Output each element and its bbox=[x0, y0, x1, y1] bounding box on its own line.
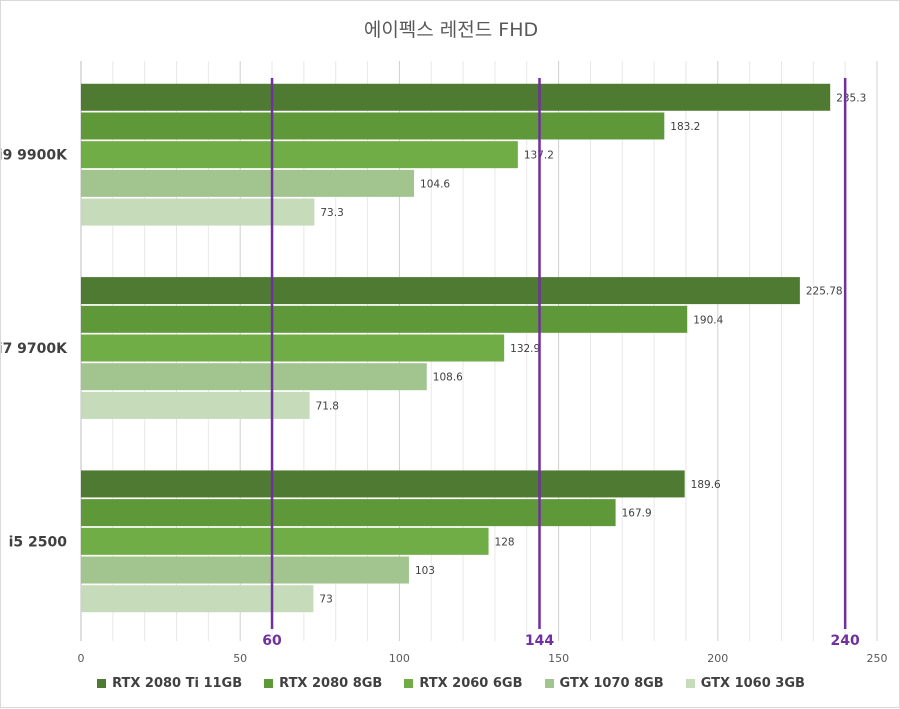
bar bbox=[81, 556, 409, 584]
legend-swatch bbox=[97, 679, 107, 688]
chart-title: 에이펙스 레전드 FHD bbox=[363, 19, 539, 41]
reference-line-label: 60 bbox=[262, 633, 282, 649]
x-tick-label: 150 bbox=[548, 652, 569, 665]
bar bbox=[81, 470, 685, 498]
legend-item: GTX 1060 3GB bbox=[685, 676, 805, 691]
x-tick-label: 250 bbox=[867, 652, 888, 665]
bar bbox=[81, 141, 518, 169]
legend-label: GTX 1070 8GB bbox=[559, 676, 664, 691]
data-label: 104.6 bbox=[420, 178, 450, 190]
legend-swatch bbox=[264, 679, 274, 688]
bar bbox=[81, 169, 415, 197]
data-label: 132.9 bbox=[510, 343, 540, 355]
category-label: i5 2500 bbox=[9, 534, 68, 550]
legend-swatch bbox=[544, 679, 554, 688]
data-label: 235.3 bbox=[836, 92, 866, 104]
legend-item: RTX 2080 8GB bbox=[264, 676, 382, 691]
category-label: i7 9700K bbox=[1, 341, 68, 357]
bar bbox=[81, 305, 688, 333]
data-label: 189.6 bbox=[691, 479, 721, 491]
legend-item: GTX 1070 8GB bbox=[544, 676, 664, 691]
legend-swatch bbox=[685, 679, 695, 688]
bar bbox=[81, 585, 314, 613]
legend-label: RTX 2080 8GB bbox=[279, 676, 383, 691]
reference-line-label: 144 bbox=[525, 633, 554, 649]
data-label: 128 bbox=[495, 536, 515, 548]
data-label: 225.78 bbox=[806, 286, 843, 298]
bar bbox=[81, 499, 616, 527]
legend-label: GTX 1060 3GB bbox=[700, 676, 805, 691]
bar bbox=[81, 391, 310, 419]
bar bbox=[81, 112, 665, 140]
data-label: 71.8 bbox=[316, 400, 339, 412]
data-label: 103 bbox=[415, 565, 435, 577]
x-tick-label: 50 bbox=[233, 652, 247, 665]
legend-swatch bbox=[404, 679, 414, 688]
data-label: 183.2 bbox=[670, 121, 700, 133]
data-label: 190.4 bbox=[693, 314, 723, 326]
reference-line-label: 240 bbox=[831, 633, 860, 649]
bar bbox=[81, 277, 800, 305]
bar bbox=[81, 334, 505, 362]
x-tick-label: 100 bbox=[389, 652, 410, 665]
bar bbox=[81, 198, 315, 226]
x-tick-label: 200 bbox=[707, 652, 728, 665]
legend-item: RTX 2060 6GB bbox=[404, 676, 523, 691]
data-label: 108.6 bbox=[433, 372, 463, 384]
data-label: 73 bbox=[319, 594, 332, 606]
legend-label: RTX 2080 Ti 11GB bbox=[112, 676, 243, 691]
bar bbox=[81, 83, 831, 111]
legend-item: RTX 2080 Ti 11GB bbox=[97, 676, 242, 691]
legend-label: RTX 2060 6GB bbox=[419, 676, 523, 691]
data-label: 167.9 bbox=[622, 508, 652, 520]
bar bbox=[81, 527, 489, 555]
legend: RTX 2080 Ti 11GB RTX 2080 8GB RTX 2060 6GB… bbox=[1, 676, 900, 691]
data-label: 73.3 bbox=[320, 207, 343, 219]
category-label: i9 9900K bbox=[1, 148, 68, 164]
x-tick-label: 0 bbox=[78, 652, 85, 665]
bar bbox=[81, 363, 427, 391]
